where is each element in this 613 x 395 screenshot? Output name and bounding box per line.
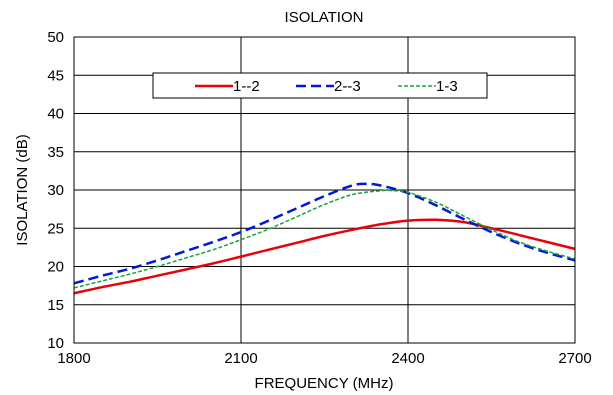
y-tick-label: 30 (47, 182, 64, 199)
legend-label-2: 2--3 (334, 78, 361, 95)
x-tick-label: 2700 (558, 350, 591, 367)
series-group (73, 182, 576, 295)
y-tick-label: 20 (47, 259, 64, 276)
y-tick-label: 40 (47, 106, 64, 123)
legend: 1--2 2--3 1-3 (152, 72, 488, 99)
y-tick-label: 50 (47, 29, 64, 46)
x-tick-labels: 1800 2100 2400 2700 (57, 350, 591, 367)
y-tick-label: 25 (47, 220, 64, 237)
x-tick-label: 1800 (57, 350, 90, 367)
y-tick-label: 45 (47, 67, 64, 84)
y-tick-label: 35 (47, 144, 64, 161)
legend-label-3: 1-3 (436, 78, 458, 95)
plot-frame (73, 36, 576, 344)
x-tick-label: 2100 (224, 350, 257, 367)
legend-label-1: 1--2 (233, 78, 260, 95)
y-axis-label: ISOLATION (dB) (14, 134, 31, 245)
y-tick-labels: 10 15 20 25 30 35 40 45 50 (47, 29, 64, 352)
series-line-2 (73, 182, 576, 285)
series-line-1 (73, 218, 576, 295)
x-tick-label: 2400 (391, 350, 424, 367)
x-axis-label: FREQUENCY (MHz) (255, 375, 394, 392)
chart-title: ISOLATION (285, 9, 364, 26)
y-tick-label: 15 (47, 297, 64, 314)
y-tick-label: 10 (47, 335, 64, 352)
series-line-3 (73, 189, 576, 289)
